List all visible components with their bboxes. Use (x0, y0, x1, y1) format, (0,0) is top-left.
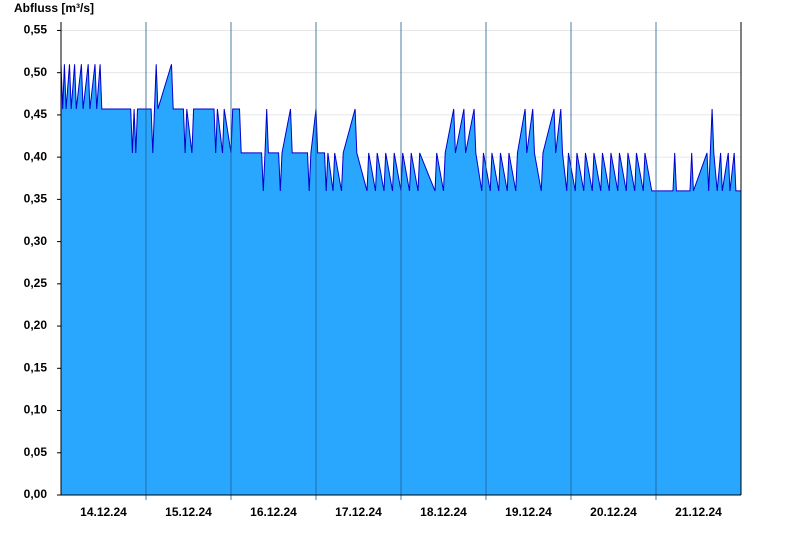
y-tick-label: 0,25 (24, 276, 48, 290)
y-tick-label: 0,40 (24, 149, 48, 163)
x-tick-label: 21.12.24 (675, 505, 722, 519)
x-tick-label: 16.12.24 (250, 505, 297, 519)
x-tick-label: 20.12.24 (590, 505, 637, 519)
x-tick-label: 18.12.24 (420, 505, 467, 519)
y-tick-label: 0,55 (24, 23, 48, 37)
y-tick-label: 0,30 (24, 234, 48, 248)
y-tick-label: 0,50 (24, 65, 48, 79)
x-tick-label: 17.12.24 (335, 505, 382, 519)
y-tick-label: 0,10 (24, 403, 48, 417)
chart-title: Abfluss [m³/s] (14, 1, 94, 15)
x-tick-label: 14.12.24 (80, 505, 127, 519)
x-tick-label: 15.12.24 (165, 505, 212, 519)
x-tick-label: 19.12.24 (505, 505, 552, 519)
y-tick-label: 0,45 (24, 107, 48, 121)
y-tick-label: 0,20 (24, 318, 48, 332)
y-tick-label: 0,35 (24, 192, 48, 206)
line (60, 64, 741, 192)
y-tick-label: 0,00 (24, 487, 48, 501)
y-tick-label: 0,15 (24, 360, 48, 374)
y-tick-label: 0,05 (24, 445, 48, 459)
